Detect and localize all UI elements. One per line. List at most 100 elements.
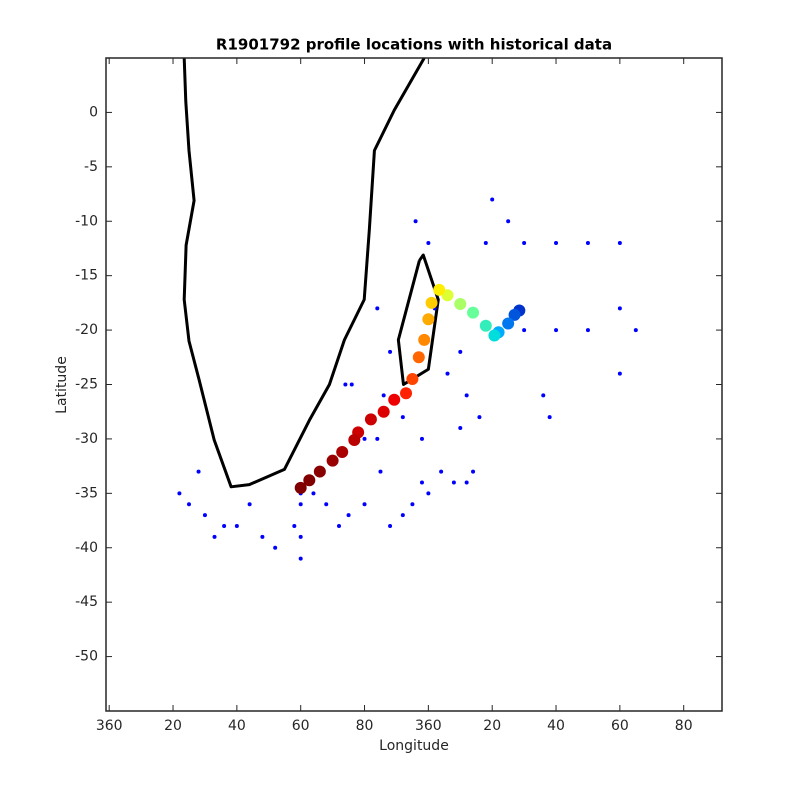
historical-point (426, 241, 431, 246)
profile-point (336, 445, 349, 458)
historical-point (234, 523, 239, 528)
historical-point (212, 534, 217, 539)
x-tick-label: 40 (228, 718, 246, 734)
y-tick-label: 0 (89, 104, 98, 120)
y-tick-label: -30 (75, 431, 98, 447)
y-tick-label: -15 (75, 268, 98, 284)
x-tick-label: 40 (547, 718, 565, 734)
profile-point (400, 387, 413, 400)
historical-point (247, 502, 252, 507)
historical-point (177, 491, 182, 496)
y-tick-label: -50 (75, 649, 98, 665)
historical-point (292, 523, 297, 528)
historical-point (362, 436, 367, 441)
historical-point (202, 513, 207, 518)
profile-point (364, 413, 377, 426)
historical-point (388, 523, 393, 528)
historical-point (378, 469, 383, 474)
historical-point (400, 513, 405, 518)
historical-point (311, 491, 316, 496)
historical-point (260, 534, 265, 539)
historical-point (410, 502, 415, 507)
y-tick-label: -20 (75, 322, 98, 338)
profile-point (313, 465, 326, 478)
historical-point (298, 502, 303, 507)
historical-point (483, 241, 488, 246)
y-tick-label: -40 (75, 540, 98, 556)
historical-point (617, 306, 622, 311)
profile-point (422, 313, 435, 326)
x-axis-label: Longitude (379, 738, 449, 754)
historical-point (633, 328, 638, 333)
historical-point (196, 469, 201, 474)
historical-point (343, 382, 348, 387)
chart-title: R1901792 profile locations with historic… (216, 36, 612, 54)
profile-point (467, 306, 480, 319)
historical-point (471, 469, 476, 474)
historical-point (490, 197, 495, 202)
plot-area (177, 57, 638, 561)
historical-point (445, 371, 450, 376)
x-tick-label: 360 (96, 718, 123, 734)
historical-point (273, 545, 278, 550)
historical-point (336, 523, 341, 528)
historical-point (413, 219, 418, 224)
historical-point (375, 306, 380, 311)
historical-point (506, 219, 511, 224)
coastline (182, 57, 440, 489)
y-axis-label: Latitude (54, 356, 70, 414)
historical-point (349, 382, 354, 387)
historical-point (458, 349, 463, 354)
historical-point (298, 556, 303, 561)
historical-point (464, 393, 469, 398)
historical-point (419, 480, 424, 485)
historical-point (522, 241, 527, 246)
historical-point (375, 436, 380, 441)
historical-point (541, 393, 546, 398)
historical-point (222, 523, 227, 528)
profile-point (388, 393, 401, 406)
profile-point (433, 283, 446, 296)
historical-point (439, 469, 444, 474)
y-tick-label: -45 (75, 594, 98, 610)
y-tick-label: -5 (84, 159, 98, 175)
x-tick-label: 80 (356, 718, 374, 734)
profile-point (412, 351, 425, 364)
profile-point (454, 297, 467, 310)
y-tick-label: -25 (75, 377, 98, 393)
historical-point (464, 480, 469, 485)
historical-point (554, 241, 559, 246)
historical-point (585, 241, 590, 246)
historical-point (585, 328, 590, 333)
profile-point (502, 317, 515, 330)
historical-point (547, 415, 552, 420)
y-tick-label: -10 (75, 213, 98, 229)
profile-point (406, 373, 419, 386)
historical-point (451, 480, 456, 485)
historical-point (388, 349, 393, 354)
historical-point (617, 241, 622, 246)
historical-point (554, 328, 559, 333)
x-tick-label: 20 (164, 718, 182, 734)
historical-point (458, 426, 463, 431)
historical-point (477, 415, 482, 420)
profile-point (303, 474, 316, 487)
profile-point (479, 319, 492, 332)
historical-point (419, 436, 424, 441)
x-tick-label: 360 (415, 718, 442, 734)
historical-point (346, 513, 351, 518)
historical-point (522, 328, 527, 333)
profile-point (508, 308, 521, 321)
historical-point (298, 534, 303, 539)
y-tick-label: -35 (75, 485, 98, 501)
historical-point (186, 502, 191, 507)
historical-point (381, 393, 386, 398)
historical-point (426, 491, 431, 496)
profile-point (326, 454, 339, 467)
profile-point (348, 434, 361, 447)
historical-point (362, 502, 367, 507)
profile-point (418, 333, 431, 346)
historical-point (324, 502, 329, 507)
historical-point (400, 415, 405, 420)
